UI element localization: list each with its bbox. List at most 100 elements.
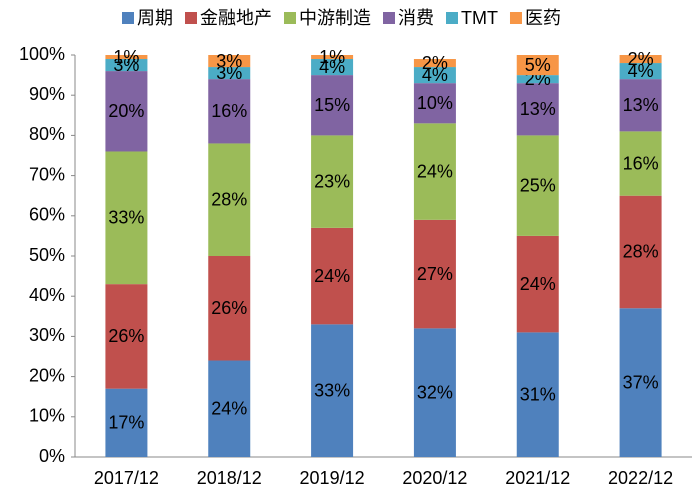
data-label: 25% xyxy=(520,175,556,195)
bar-segment xyxy=(105,71,148,152)
data-label: 20% xyxy=(108,101,144,121)
x-tick-label: 2021/12 xyxy=(505,468,570,488)
y-tick-label: 80% xyxy=(29,124,65,144)
data-label: 31% xyxy=(520,384,556,404)
legend-label: 消费 xyxy=(398,8,434,28)
bar-segment xyxy=(516,235,559,333)
bar-segment xyxy=(311,324,354,457)
data-label: 27% xyxy=(417,264,453,284)
data-label: 5% xyxy=(525,55,551,75)
bar-segment xyxy=(208,55,251,68)
data-label: 23% xyxy=(314,171,350,191)
y-tick-label: 90% xyxy=(29,84,65,104)
bar-segment xyxy=(413,123,456,220)
data-label: 13% xyxy=(520,99,556,119)
legend-label: 中游制造 xyxy=(299,8,371,28)
data-label: 2% xyxy=(628,49,654,69)
data-label: 1% xyxy=(113,47,139,67)
data-label: 32% xyxy=(417,382,453,402)
legend-label: 医药 xyxy=(525,8,561,28)
legend-swatch xyxy=(446,12,458,24)
legend-swatch xyxy=(383,12,395,24)
legend-label: TMT xyxy=(461,8,498,28)
data-label: 37% xyxy=(623,372,659,392)
bar-segment xyxy=(311,227,354,325)
y-tick-label: 20% xyxy=(29,365,65,385)
data-label: 3% xyxy=(216,63,242,83)
bar-segment xyxy=(619,63,662,80)
data-label: 26% xyxy=(211,298,247,318)
bar-segment xyxy=(413,83,456,124)
bar-segment xyxy=(208,79,251,144)
data-label: 17% xyxy=(108,413,144,433)
bar-segment xyxy=(516,83,559,136)
data-label: 4% xyxy=(319,57,345,77)
legend-swatch xyxy=(284,12,296,24)
bar-segment xyxy=(105,388,148,457)
x-tick-label: 2022/12 xyxy=(608,468,673,488)
data-label: 24% xyxy=(417,161,453,181)
legend-label: 周期 xyxy=(137,8,173,28)
data-label: 24% xyxy=(211,399,247,419)
bar-segment xyxy=(516,135,559,236)
y-tick-label: 40% xyxy=(29,285,65,305)
data-label: 28% xyxy=(623,242,659,262)
x-tick-label: 2019/12 xyxy=(300,468,365,488)
bar-segment xyxy=(516,332,559,457)
y-tick-label: 10% xyxy=(29,406,65,426)
bar-segment xyxy=(311,59,354,76)
data-label: 26% xyxy=(108,326,144,346)
data-label: 24% xyxy=(520,274,556,294)
data-label: 3% xyxy=(216,51,242,71)
data-label: 1% xyxy=(319,47,345,67)
bar-segment xyxy=(311,75,354,136)
legend-swatch xyxy=(122,12,134,24)
y-tick-label: 0% xyxy=(39,446,65,466)
bar-segment xyxy=(311,135,354,228)
bar-segment xyxy=(413,67,456,84)
data-label: 24% xyxy=(314,266,350,286)
data-label: 28% xyxy=(211,189,247,209)
x-tick-label: 2018/12 xyxy=(197,468,262,488)
bar-segment xyxy=(413,219,456,329)
data-label: 15% xyxy=(314,95,350,115)
x-tick-label: 2017/12 xyxy=(94,468,159,488)
data-label: 16% xyxy=(623,153,659,173)
bar-segment xyxy=(516,55,559,76)
legend: 周期 金融地产 中游制造 消费 TMT 医药 xyxy=(122,8,561,28)
legend-label: 金融地产 xyxy=(200,8,272,28)
data-label: 4% xyxy=(628,61,654,81)
y-tick-label: 100% xyxy=(19,44,65,64)
bar-segment xyxy=(208,67,251,80)
y-tick-label: 70% xyxy=(29,164,65,184)
data-label: 16% xyxy=(211,101,247,121)
data-label: 33% xyxy=(108,208,144,228)
bar-segment xyxy=(105,55,148,60)
bar-segment xyxy=(619,131,662,196)
bar-segment xyxy=(311,55,354,60)
bar-segment xyxy=(413,59,456,68)
bar-segment xyxy=(208,360,251,457)
data-label: 2% xyxy=(422,53,448,73)
bar-segment xyxy=(208,256,251,361)
data-label: 10% xyxy=(417,93,453,113)
bar-segment xyxy=(619,79,662,132)
legend-swatch xyxy=(509,12,522,24)
bar-segment xyxy=(619,308,662,457)
y-tick-label: 30% xyxy=(29,325,65,345)
bar-segment xyxy=(413,328,456,457)
bar-segment xyxy=(208,143,251,256)
bar-segment xyxy=(619,195,662,309)
bar-segment xyxy=(105,59,148,72)
data-label: 33% xyxy=(314,380,350,400)
y-tick-label: 60% xyxy=(29,205,65,225)
data-label: 4% xyxy=(422,65,448,85)
data-label: 3% xyxy=(113,55,139,75)
bar-segment xyxy=(619,55,662,64)
data-label: 13% xyxy=(623,95,659,115)
bar-segment xyxy=(105,151,148,285)
x-tick-label: 2020/12 xyxy=(402,468,467,488)
bar-segment xyxy=(105,284,148,389)
y-tick-label: 50% xyxy=(29,245,65,265)
